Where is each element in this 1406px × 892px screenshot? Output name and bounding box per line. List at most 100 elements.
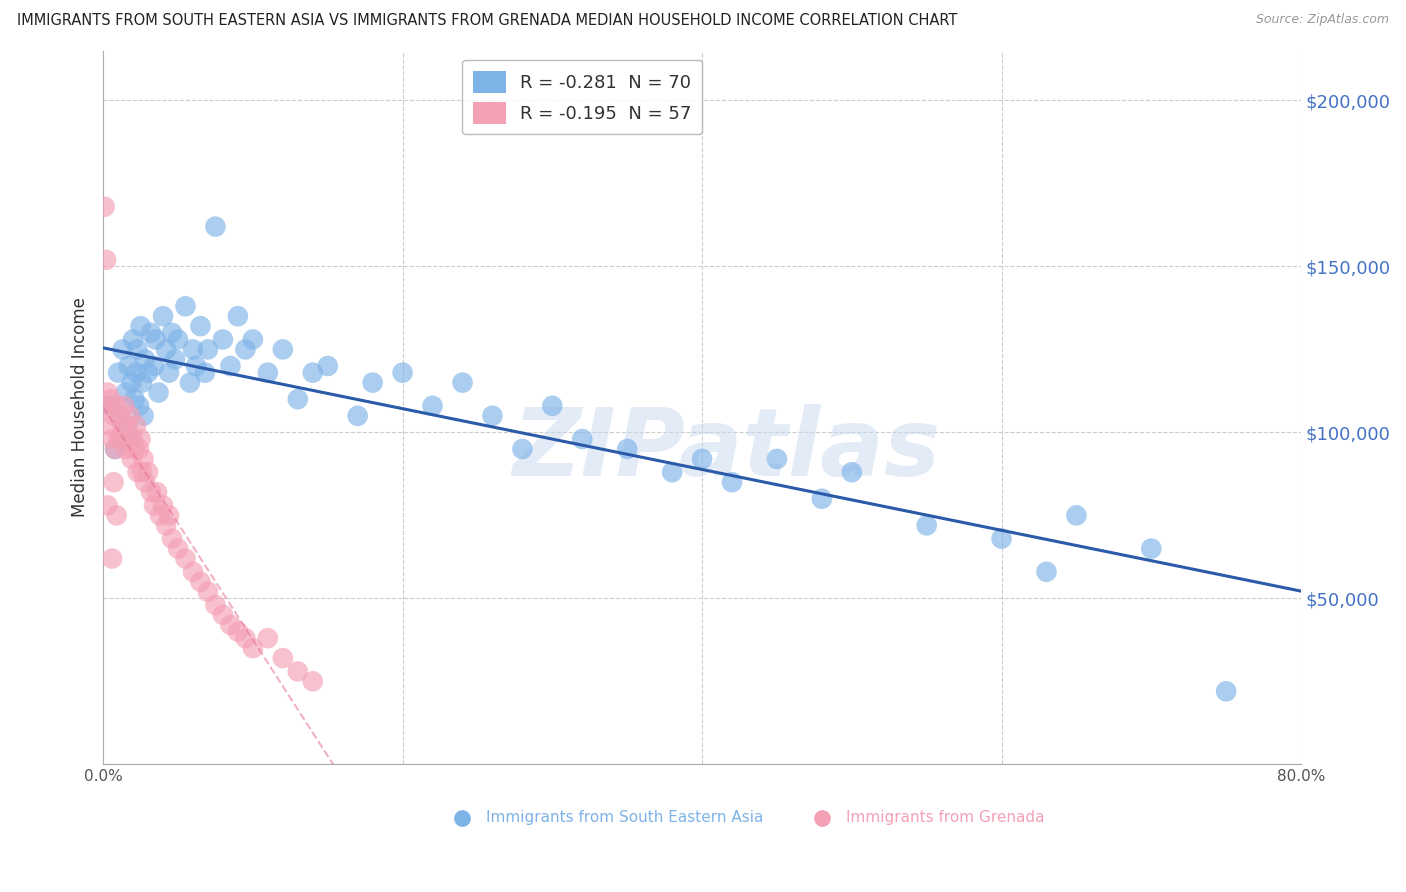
Point [100,418,122,433]
Point [451,376,474,390]
Point [212,333,235,347]
Point [115,418,138,433]
Point [391,366,413,380]
Point [271,651,294,665]
Point [181,343,204,357]
Point [179,376,201,390]
Point [361,376,384,390]
Point [1140,541,1163,556]
Point [132,452,155,467]
Point [134,475,156,490]
Point [145,333,167,347]
Point [301,674,323,689]
Point [110,409,132,423]
Point [131,376,153,390]
Point [104,442,127,456]
Point [571,432,593,446]
Point [127,343,149,357]
Point [117,359,139,373]
Point [120,432,142,446]
Point [235,343,257,357]
Point [121,376,143,390]
Point [101,432,124,446]
Point [235,631,257,645]
Point [104,442,127,456]
Point [152,499,174,513]
Point [481,409,503,423]
Point [125,366,148,380]
Point [128,399,150,413]
Point [129,319,152,334]
Point [271,343,294,357]
Point [766,452,789,467]
Point [143,359,166,373]
Point [148,385,170,400]
Point [108,409,131,423]
Point [197,584,219,599]
Point [100,392,122,407]
Point [139,326,162,340]
Point [157,366,180,380]
Point [194,366,217,380]
Point [103,409,125,423]
Text: Immigrants from Grenada: Immigrants from Grenada [846,810,1045,825]
Point [316,359,339,373]
Point [105,399,128,413]
Point [204,598,226,612]
Point [256,631,278,645]
Point [190,574,212,589]
Point [134,352,156,367]
Point [287,392,309,407]
Point [616,442,638,456]
Point [129,432,152,446]
Point [107,432,129,446]
Point [111,418,134,433]
Y-axis label: Median Household Income: Median Household Income [72,298,89,517]
Text: IMMIGRANTS FROM SOUTH EASTERN ASIA VS IMMIGRANTS FROM GRENADA MEDIAN HOUSEHOLD I: IMMIGRANTS FROM SOUTH EASTERN ASIA VS IM… [17,13,957,29]
Point [97,385,120,400]
Point [512,442,534,456]
Point [132,409,155,423]
Point [146,485,169,500]
Point [121,452,143,467]
Point [181,565,204,579]
Point [242,641,264,656]
Point [125,418,148,433]
Point [661,465,683,479]
Point [167,541,190,556]
Point [124,392,146,407]
Point [301,366,323,380]
Legend: R = -0.281  N = 70, R = -0.195  N = 57: R = -0.281 N = 70, R = -0.195 N = 57 [463,60,702,135]
Point [155,343,177,357]
Point [160,326,183,340]
Point [174,551,197,566]
Point [143,499,166,513]
Point [149,508,172,523]
Point [219,359,242,373]
Point [122,333,145,347]
Point [107,366,129,380]
Point [990,532,1012,546]
Point [256,366,278,380]
Point [114,385,136,400]
Point [122,432,145,446]
Point [94,252,117,267]
Point [184,359,207,373]
Point [101,551,124,566]
Point [690,452,713,467]
Point [124,442,146,456]
Point [110,432,132,446]
Point [112,399,135,413]
Point [167,333,190,347]
Point [127,465,149,479]
Point [93,200,115,214]
Point [197,343,219,357]
Text: Immigrants from South Eastern Asia: Immigrants from South Eastern Asia [486,810,763,825]
Point [212,607,235,622]
Point [105,508,128,523]
Point [219,618,242,632]
Point [226,310,249,324]
Point [100,399,122,413]
Point [139,485,162,500]
Text: ZIPatlas: ZIPatlas [512,404,941,496]
